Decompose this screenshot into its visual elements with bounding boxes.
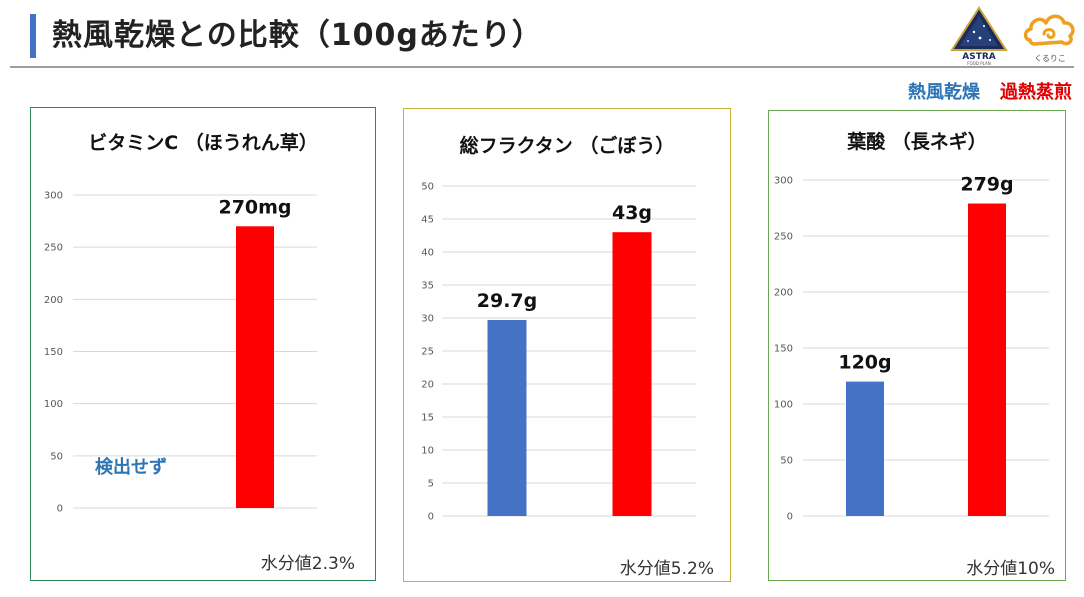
y-tick-label: 10 <box>421 446 434 457</box>
y-tick-label: 25 <box>421 347 434 358</box>
y-tick-label: 0 <box>787 512 793 523</box>
legend-hot-air: 熱風乾燥 <box>908 82 980 103</box>
data-label: 120g <box>838 352 891 374</box>
page-title: 熱風乾燥との比較（100gあたり） <box>52 18 543 53</box>
kuruko-logo-text: くるりこ <box>1034 54 1066 63</box>
y-tick-label: 250 <box>44 243 63 254</box>
y-tick-label: 100 <box>44 399 63 410</box>
astra-logo-subtext: FOOD PLAN <box>967 61 990 66</box>
chart-title: 総フラクタン （ごぼう） <box>459 135 675 157</box>
astra-logo-text: ASTRA <box>962 52 996 62</box>
bar-hot-air <box>846 381 884 516</box>
chart-vitamin-c: 0 50 100 150 200 250 300 270mg 検出せず <box>44 191 317 515</box>
kuruko-logo: くるりこ <box>1020 4 1080 66</box>
chart-title: ビタミンC （ほうれん草） <box>88 132 318 154</box>
moisture-value: 水分値2.3% <box>260 554 355 574</box>
title-divider <box>10 66 1074 68</box>
data-label: 43g <box>612 202 652 224</box>
chart-panel-vitamin-c: ビタミンC （ほうれん草） 0 50 100 150 200 250 300 270mg 検出せ… <box>30 107 376 581</box>
bar-superheated <box>612 232 652 516</box>
y-tick-label: 50 <box>421 182 434 193</box>
y-tick-label: 100 <box>774 400 793 411</box>
bar-superheated <box>968 203 1006 516</box>
y-tick-label: 35 <box>421 281 434 292</box>
bar-superheated <box>236 226 274 509</box>
data-label: 270mg <box>218 196 291 218</box>
y-tick-label: 30 <box>421 314 434 325</box>
moisture-value: 水分値10% <box>966 559 1055 579</box>
y-tick-label: 15 <box>421 413 434 424</box>
data-label: 29.7g <box>477 290 537 312</box>
y-tick-label: 50 <box>50 451 63 462</box>
y-tick-label: 0 <box>428 512 434 523</box>
y-tick-label: 5 <box>428 479 434 490</box>
y-tick-label: 0 <box>57 504 63 515</box>
y-tick-label: 150 <box>44 347 63 358</box>
y-tick-label: 150 <box>774 344 793 355</box>
y-tick-label: 200 <box>44 295 63 306</box>
data-label: 279g <box>960 174 1013 196</box>
chart-folic-acid: 0 50 100 150 200 250 300 120g 279g <box>774 174 1049 523</box>
chart-panel-fructan: 総フラクタン （ごぼう） 0 5 10 15 20 25 30 35 40 45 50 29.7g 43… <box>403 108 731 582</box>
not-detected-label: 検出せず <box>95 456 167 478</box>
chart-fructan: 0 5 10 15 20 25 30 35 40 45 50 29.7g 43g <box>421 182 696 523</box>
y-tick-label: 300 <box>44 191 63 202</box>
legend: 熱風乾燥 過熱蒸煎 <box>888 78 1072 104</box>
title-accent-bar <box>30 14 36 58</box>
y-tick-label: 300 <box>774 176 793 187</box>
bar-hot-air <box>487 319 527 516</box>
y-tick-label: 250 <box>774 232 793 243</box>
chart-title: 葉酸 （長ネギ） <box>847 131 987 153</box>
y-tick-label: 200 <box>774 288 793 299</box>
moisture-value: 水分値5.2% <box>619 559 714 579</box>
chart-panel-folic-acid: 葉酸 （長ネギ） 0 50 100 150 200 250 300 120g 279g 水分値1… <box>768 110 1066 581</box>
astra-logo: ASTRA FOOD PLAN <box>944 4 1014 66</box>
y-tick-label: 45 <box>421 215 434 226</box>
y-tick-label: 50 <box>780 456 793 467</box>
y-tick-label: 40 <box>421 248 434 259</box>
y-tick-label: 20 <box>421 380 434 391</box>
legend-superheated: 過熱蒸煎 <box>1000 82 1072 103</box>
